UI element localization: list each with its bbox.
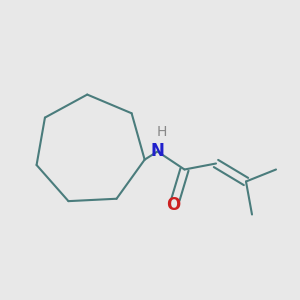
Text: H: H bbox=[157, 125, 167, 139]
Text: O: O bbox=[166, 196, 180, 214]
Text: N: N bbox=[151, 142, 164, 160]
